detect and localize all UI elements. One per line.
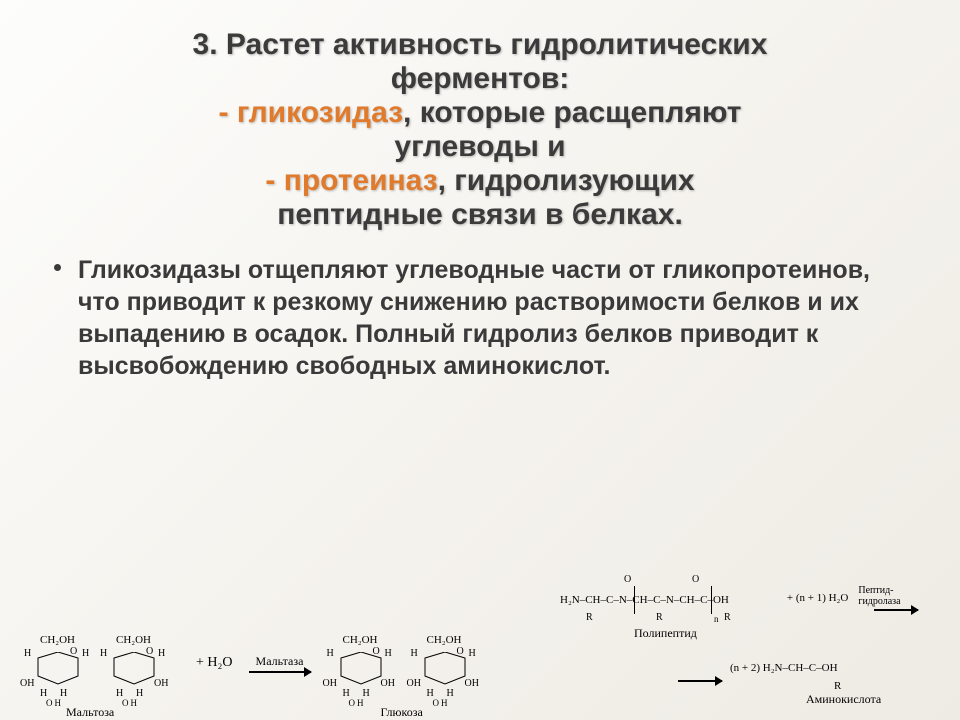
plus-nh2o: + (n + 1) H₂O [787,592,848,604]
polypeptide-label: Полипептид [634,626,697,641]
highlight-glycosidases: - гликозидаз [219,96,403,129]
maltose-hydrolysis-scheme: CH₂OH O H H OH H H OH CH₂OH O H H OH H H… [20,634,540,706]
polypeptide-structure: O O H₂N–CH–C–N–CH–C–N–CH–C–OH R R R n По… [560,568,785,650]
slide-title: 3. Растет активность гидролитических фер… [44,28,916,232]
title-line-3: - гликозидаз, которые расщепляют [44,96,916,130]
maltose-label: Мальтоза [66,705,114,720]
aminoacid-label: Аминокислота [806,692,881,707]
arrow-icon [874,609,918,611]
title-line-2: ферментов: [44,62,916,96]
title-line-4a: углеводы и [44,130,916,164]
chemistry-row: CH₂OH O H H OH H H OH CH₂OH O H H OH H H… [20,586,940,706]
reaction-arrow-hydrolase: Пептид-гидролаза [858,585,934,611]
sugar-ring-4: CH₂OH O H H OH OH H H OH Глюкоза [407,634,497,706]
aminoacid-product: (n + 2) H₂N–CH–C–OH R Аминокислота [730,656,940,706]
peptide-hydrolysis-scheme: O O H₂N–CH–C–N–CH–C–N–CH–C–OH R R R n По… [560,568,940,706]
body-paragraph: Гликозидазы отщепляют углеводные части о… [44,254,916,382]
reaction-arrow-maltase: Мальтаза [249,654,311,673]
sugar-ring-3: CH₂OH O H H OH OH H H OH [323,634,413,706]
title-line-3-rest: , которые расщепляют [403,96,741,129]
title-line-4b-rest: , гидролизующих [438,164,695,197]
bracket-icon [634,586,712,614]
title-line-4b: - протеиназ, гидролизующих [44,164,916,198]
plus-h2o: + H₂O [196,655,233,671]
title-line-5: пептидные связи в белках. [44,198,916,232]
sugar-ring-2: CH₂OH O H H OH H H OH Мальтоза [96,634,186,706]
bullet-icon [54,264,61,271]
maltase-label: Мальтаза [256,654,304,669]
arrow-icon [249,671,311,673]
product-formula: (n + 2) H₂N–CH–C–OH [730,662,838,674]
body-text: Гликозидазы отщепляют углеводные части о… [78,254,916,382]
arrow-icon [678,680,722,682]
hydrolase-label: Пептид-гидролаза [858,585,934,607]
highlight-proteinases: - протеиназ [265,164,437,197]
title-line-1: 3. Растет активность гидролитических [44,28,916,62]
glucose-label: Глюкоза [381,705,423,720]
title-line-4a-text: углеводы и [394,130,565,163]
